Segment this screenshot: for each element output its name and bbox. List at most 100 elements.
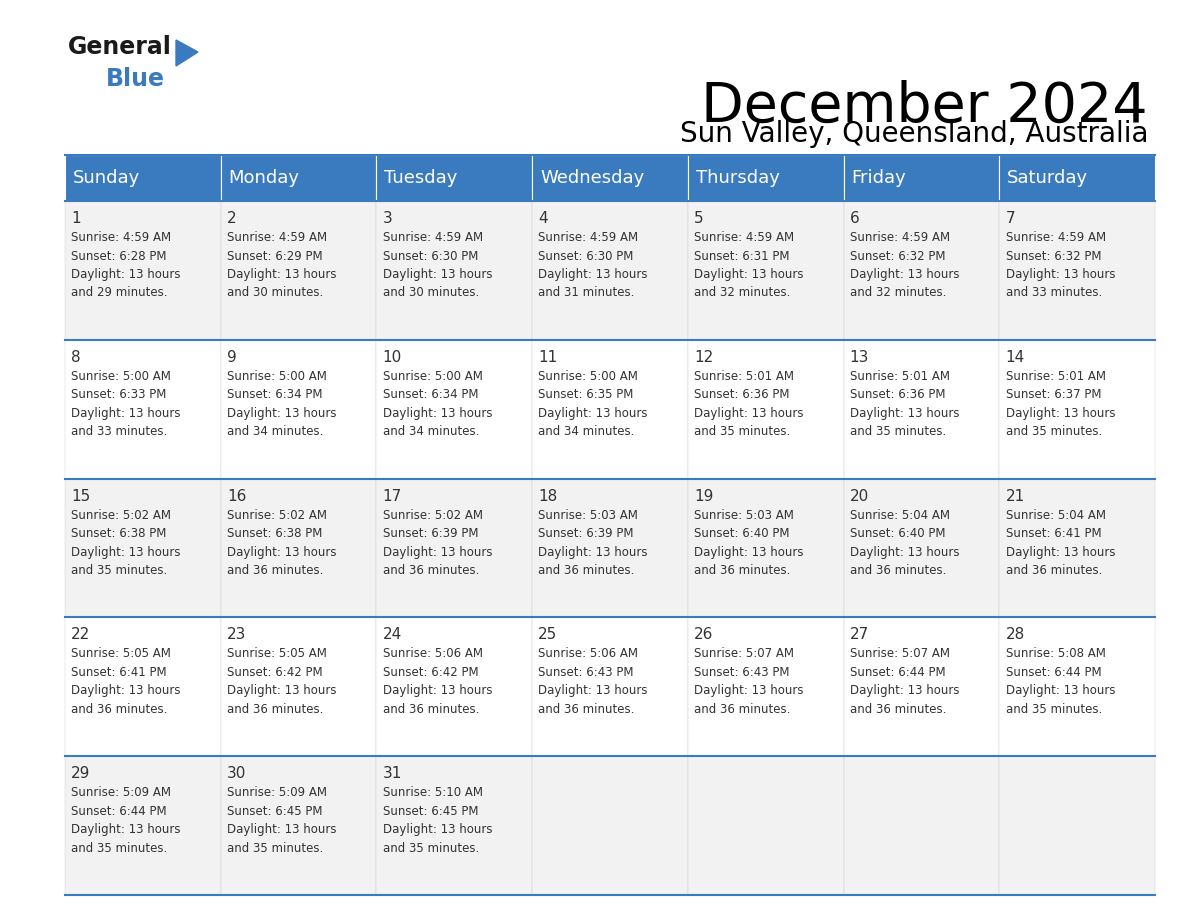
Text: Sunset: 6:43 PM: Sunset: 6:43 PM: [694, 666, 790, 679]
Text: Daylight: 13 hours: Daylight: 13 hours: [538, 407, 647, 420]
Bar: [377, 478, 532, 618]
Text: Sunset: 6:34 PM: Sunset: 6:34 PM: [227, 388, 322, 401]
Text: Sunrise: 5:07 AM: Sunrise: 5:07 AM: [849, 647, 949, 660]
Text: and 36 minutes.: and 36 minutes.: [694, 703, 790, 716]
Text: Sunset: 6:39 PM: Sunset: 6:39 PM: [538, 527, 634, 540]
Text: Daylight: 13 hours: Daylight: 13 hours: [538, 685, 647, 698]
Text: Sunset: 6:45 PM: Sunset: 6:45 PM: [383, 805, 478, 818]
Text: Daylight: 13 hours: Daylight: 13 hours: [71, 823, 181, 836]
Text: 12: 12: [694, 350, 713, 364]
Text: Daylight: 13 hours: Daylight: 13 hours: [383, 823, 492, 836]
Text: Sunset: 6:31 PM: Sunset: 6:31 PM: [694, 250, 790, 263]
Text: Monday: Monday: [228, 169, 299, 187]
Text: Sunset: 6:40 PM: Sunset: 6:40 PM: [849, 527, 946, 540]
Text: and 30 minutes.: and 30 minutes.: [227, 286, 323, 299]
Bar: [221, 201, 377, 340]
Bar: [65, 340, 221, 478]
Text: Daylight: 13 hours: Daylight: 13 hours: [849, 268, 959, 281]
Text: Sunrise: 4:59 AM: Sunrise: 4:59 AM: [1005, 231, 1106, 244]
Text: Sunset: 6:38 PM: Sunset: 6:38 PM: [71, 527, 166, 540]
Bar: [999, 756, 1155, 895]
Bar: [688, 340, 843, 478]
Bar: [688, 478, 843, 618]
Text: and 36 minutes.: and 36 minutes.: [71, 703, 168, 716]
Text: Daylight: 13 hours: Daylight: 13 hours: [383, 268, 492, 281]
Bar: [377, 155, 532, 201]
Text: Sunset: 6:29 PM: Sunset: 6:29 PM: [227, 250, 323, 263]
Text: and 30 minutes.: and 30 minutes.: [383, 286, 479, 299]
Text: Sunrise: 5:01 AM: Sunrise: 5:01 AM: [694, 370, 794, 383]
Text: Sunrise: 4:59 AM: Sunrise: 4:59 AM: [71, 231, 171, 244]
Bar: [532, 201, 688, 340]
Text: Daylight: 13 hours: Daylight: 13 hours: [71, 407, 181, 420]
Text: Sunset: 6:44 PM: Sunset: 6:44 PM: [71, 805, 166, 818]
Text: and 34 minutes.: and 34 minutes.: [383, 425, 479, 438]
Bar: [221, 155, 377, 201]
Text: Sunrise: 5:01 AM: Sunrise: 5:01 AM: [849, 370, 949, 383]
Text: and 36 minutes.: and 36 minutes.: [694, 564, 790, 577]
Text: Sunset: 6:45 PM: Sunset: 6:45 PM: [227, 805, 322, 818]
Text: and 35 minutes.: and 35 minutes.: [71, 564, 168, 577]
Text: 2: 2: [227, 211, 236, 226]
Text: Daylight: 13 hours: Daylight: 13 hours: [849, 685, 959, 698]
Bar: [65, 618, 221, 756]
Text: Daylight: 13 hours: Daylight: 13 hours: [849, 545, 959, 558]
Text: 16: 16: [227, 488, 246, 504]
Text: Friday: Friday: [852, 169, 906, 187]
Text: Sunrise: 5:08 AM: Sunrise: 5:08 AM: [1005, 647, 1105, 660]
Text: Sunrise: 5:03 AM: Sunrise: 5:03 AM: [538, 509, 638, 521]
Text: Sunset: 6:39 PM: Sunset: 6:39 PM: [383, 527, 478, 540]
Bar: [688, 756, 843, 895]
Bar: [65, 756, 221, 895]
Text: 18: 18: [538, 488, 557, 504]
Bar: [999, 618, 1155, 756]
Text: and 35 minutes.: and 35 minutes.: [694, 425, 790, 438]
Text: Sunset: 6:44 PM: Sunset: 6:44 PM: [849, 666, 946, 679]
Text: Sunrise: 5:00 AM: Sunrise: 5:00 AM: [538, 370, 638, 383]
Text: and 36 minutes.: and 36 minutes.: [227, 703, 323, 716]
Text: 28: 28: [1005, 627, 1025, 643]
Text: Sunrise: 4:59 AM: Sunrise: 4:59 AM: [849, 231, 950, 244]
Text: Sunset: 6:42 PM: Sunset: 6:42 PM: [227, 666, 323, 679]
Text: and 33 minutes.: and 33 minutes.: [1005, 286, 1101, 299]
Text: 6: 6: [849, 211, 860, 226]
Text: 22: 22: [71, 627, 90, 643]
Text: Daylight: 13 hours: Daylight: 13 hours: [227, 268, 336, 281]
Text: Sunset: 6:35 PM: Sunset: 6:35 PM: [538, 388, 633, 401]
Text: Daylight: 13 hours: Daylight: 13 hours: [71, 545, 181, 558]
Text: Daylight: 13 hours: Daylight: 13 hours: [383, 685, 492, 698]
Bar: [221, 478, 377, 618]
Text: 31: 31: [383, 767, 402, 781]
Text: and 34 minutes.: and 34 minutes.: [227, 425, 323, 438]
Text: Sunset: 6:40 PM: Sunset: 6:40 PM: [694, 527, 790, 540]
Text: Sunrise: 5:10 AM: Sunrise: 5:10 AM: [383, 786, 482, 800]
Text: 13: 13: [849, 350, 870, 364]
Text: Daylight: 13 hours: Daylight: 13 hours: [1005, 268, 1116, 281]
Text: Sun Valley, Queensland, Australia: Sun Valley, Queensland, Australia: [680, 120, 1148, 148]
Bar: [221, 618, 377, 756]
Bar: [65, 201, 221, 340]
Text: Sunrise: 5:09 AM: Sunrise: 5:09 AM: [227, 786, 327, 800]
Text: Sunrise: 5:05 AM: Sunrise: 5:05 AM: [227, 647, 327, 660]
Text: 14: 14: [1005, 350, 1025, 364]
Text: and 36 minutes.: and 36 minutes.: [1005, 564, 1102, 577]
Text: 5: 5: [694, 211, 703, 226]
Text: Sunset: 6:41 PM: Sunset: 6:41 PM: [71, 666, 166, 679]
Text: and 36 minutes.: and 36 minutes.: [227, 564, 323, 577]
Text: Sunset: 6:34 PM: Sunset: 6:34 PM: [383, 388, 478, 401]
Bar: [688, 201, 843, 340]
Text: Blue: Blue: [106, 67, 165, 91]
Text: Daylight: 13 hours: Daylight: 13 hours: [694, 545, 803, 558]
Text: Daylight: 13 hours: Daylight: 13 hours: [849, 407, 959, 420]
Text: Daylight: 13 hours: Daylight: 13 hours: [538, 545, 647, 558]
Text: Sunrise: 4:59 AM: Sunrise: 4:59 AM: [538, 231, 638, 244]
Text: 17: 17: [383, 488, 402, 504]
Bar: [843, 478, 999, 618]
Bar: [999, 340, 1155, 478]
Text: Sunrise: 5:00 AM: Sunrise: 5:00 AM: [71, 370, 171, 383]
Text: Daylight: 13 hours: Daylight: 13 hours: [1005, 407, 1116, 420]
Text: and 32 minutes.: and 32 minutes.: [849, 286, 946, 299]
Bar: [688, 155, 843, 201]
Bar: [532, 155, 688, 201]
Text: and 32 minutes.: and 32 minutes.: [694, 286, 790, 299]
